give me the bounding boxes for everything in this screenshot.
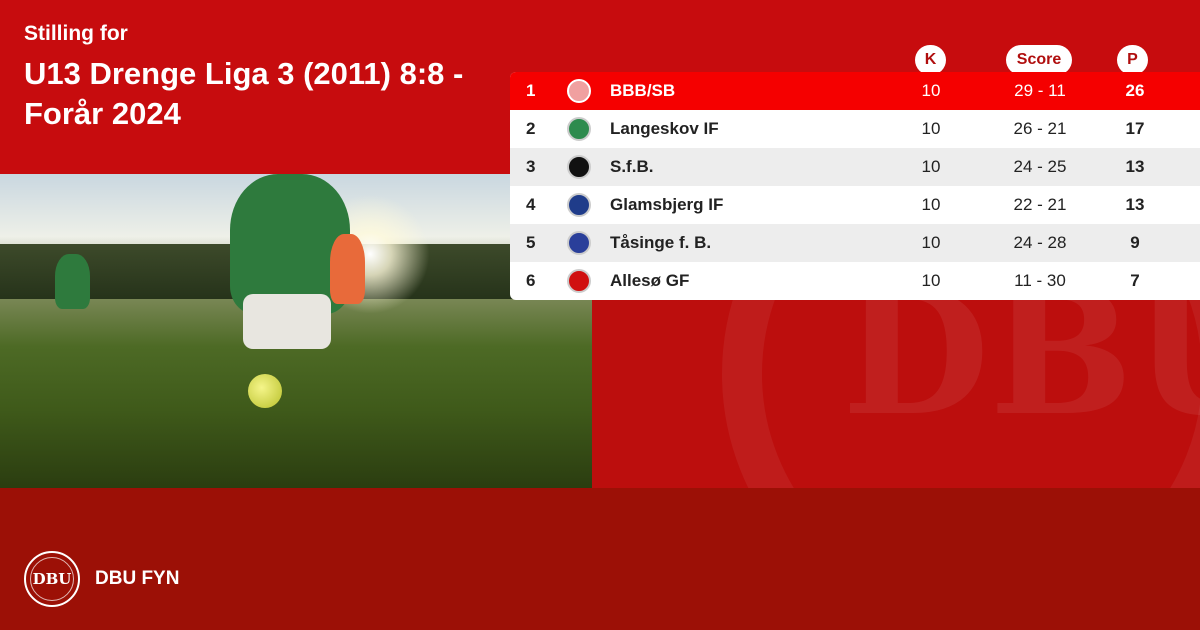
- points: 13: [1125, 157, 1145, 176]
- position: 4: [526, 195, 536, 214]
- points: 7: [1130, 271, 1140, 290]
- goal-score: 11 - 30: [1014, 271, 1066, 290]
- ball: [248, 374, 282, 408]
- points: 17: [1125, 119, 1145, 138]
- team-logo-icon: [567, 117, 591, 141]
- points: 26: [1125, 81, 1145, 100]
- team-name[interactable]: Glamsbjerg IF: [610, 195, 724, 214]
- matches-played: 10: [921, 81, 941, 100]
- column-header-p: P: [1117, 45, 1148, 75]
- team-logo-icon: [567, 193, 591, 217]
- goal-score: 22 - 21: [1013, 195, 1067, 214]
- position: 3: [526, 157, 536, 176]
- matches-played: 10: [921, 233, 941, 252]
- matches-played: 10: [921, 271, 941, 290]
- team-name[interactable]: Allesø GF: [610, 271, 690, 290]
- points: 13: [1125, 195, 1145, 214]
- dbu-logo: DBU: [24, 551, 80, 607]
- subtitle: Stilling for: [24, 22, 128, 45]
- player-shorts: [243, 294, 331, 349]
- position: 6: [526, 271, 536, 290]
- team-name[interactable]: S.f.B.: [610, 157, 654, 176]
- table-row[interactable]: 4 Glamsbjerg IF 10 22 - 21 13: [510, 186, 1200, 224]
- footer-band: [0, 488, 1200, 630]
- points: 9: [1130, 233, 1140, 252]
- column-header-k: K: [915, 45, 946, 75]
- page-title: U13 Drenge Liga 3 (2011) 8:8 - Forår 202…: [24, 56, 464, 131]
- goal-score: 24 - 28: [1013, 233, 1067, 252]
- goal-score: 29 - 11: [1014, 81, 1066, 100]
- table-row[interactable]: 1 BBB/SB 10 29 - 11 26: [510, 72, 1200, 110]
- position: 1: [526, 81, 536, 100]
- goal-score: 26 - 21: [1013, 119, 1067, 138]
- position: 5: [526, 233, 536, 252]
- matches-played: 10: [921, 119, 941, 138]
- column-header-score: Score: [1006, 45, 1072, 75]
- position: 2: [526, 119, 536, 138]
- matches-played: 10: [921, 195, 941, 214]
- team-logo-icon: [567, 79, 591, 103]
- player: [330, 234, 365, 304]
- team-name[interactable]: Tåsinge f. B.: [610, 233, 712, 252]
- brand-name: DBU FYN: [95, 568, 180, 589]
- team-name[interactable]: BBB/SB: [610, 81, 676, 100]
- matches-played: 10: [921, 157, 941, 176]
- goal-score: 24 - 25: [1013, 157, 1067, 176]
- team-logo-icon: [567, 269, 591, 293]
- team-name[interactable]: Langeskov IF: [610, 119, 719, 138]
- table-row[interactable]: 5 Tåsinge f. B. 10 24 - 28 9: [510, 224, 1200, 262]
- standings-table: 1 BBB/SB 10 29 - 11 26 2 Langeskov IF 10 …: [510, 72, 1200, 300]
- player: [55, 254, 90, 309]
- table-row[interactable]: 3 S.f.B. 10 24 - 25 13: [510, 148, 1200, 186]
- team-logo-icon: [567, 231, 591, 255]
- table-row[interactable]: 6 Allesø GF 10 11 - 30 7: [510, 262, 1200, 300]
- team-logo-icon: [567, 155, 591, 179]
- table-row[interactable]: 2 Langeskov IF 10 26 - 21 17: [510, 110, 1200, 148]
- football-photo: [0, 174, 592, 488]
